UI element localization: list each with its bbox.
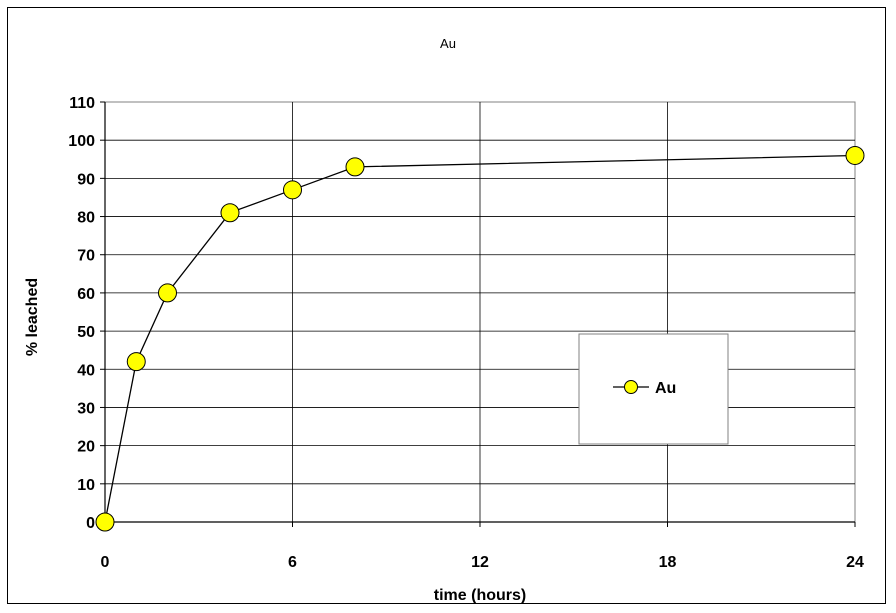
y-tick-label: 40 — [77, 362, 95, 379]
data-point — [158, 283, 177, 303]
y-axis-ticks: 0 10 20 30 40 50 60 70 80 90 100 110 — [68, 95, 105, 532]
y-tick-label: 50 — [77, 324, 95, 341]
data-point — [345, 157, 365, 177]
x-axis-label: time (hours) — [434, 587, 526, 604]
series-au — [95, 145, 865, 532]
x-tick-label: 18 — [659, 554, 677, 571]
y-tick-label: 30 — [77, 400, 95, 417]
y-tick-label: 80 — [77, 210, 95, 227]
data-point — [126, 352, 146, 372]
x-tick-label: 12 — [471, 554, 489, 571]
y-tick-label: 0 — [86, 515, 95, 532]
legend-box — [578, 333, 729, 445]
data-point — [95, 512, 115, 532]
y-tick-label: 10 — [77, 477, 95, 494]
y-axis-label: % leached — [24, 278, 41, 356]
legend-label-au: Au — [655, 380, 676, 397]
y-tick-label: 60 — [77, 286, 95, 303]
y-tick-label: 70 — [77, 248, 95, 265]
x-tick-label: 0 — [101, 554, 110, 571]
data-point — [283, 180, 302, 200]
legend: Au — [578, 333, 729, 445]
y-tick-label: 20 — [77, 439, 95, 456]
x-tick-label: 24 — [846, 554, 864, 571]
y-tick-label: 110 — [69, 95, 95, 112]
y-tick-label: 100 — [68, 133, 95, 150]
data-point — [220, 203, 240, 223]
x-tick-label: 6 — [288, 554, 297, 571]
x-axis-ticks: 0 6 12 18 24 — [101, 522, 864, 571]
y-tick-label: 90 — [77, 171, 95, 188]
data-point — [845, 145, 865, 165]
legend-marker — [624, 380, 638, 394]
gridlines — [104, 102, 855, 523]
chart-title: Au — [440, 36, 456, 51]
